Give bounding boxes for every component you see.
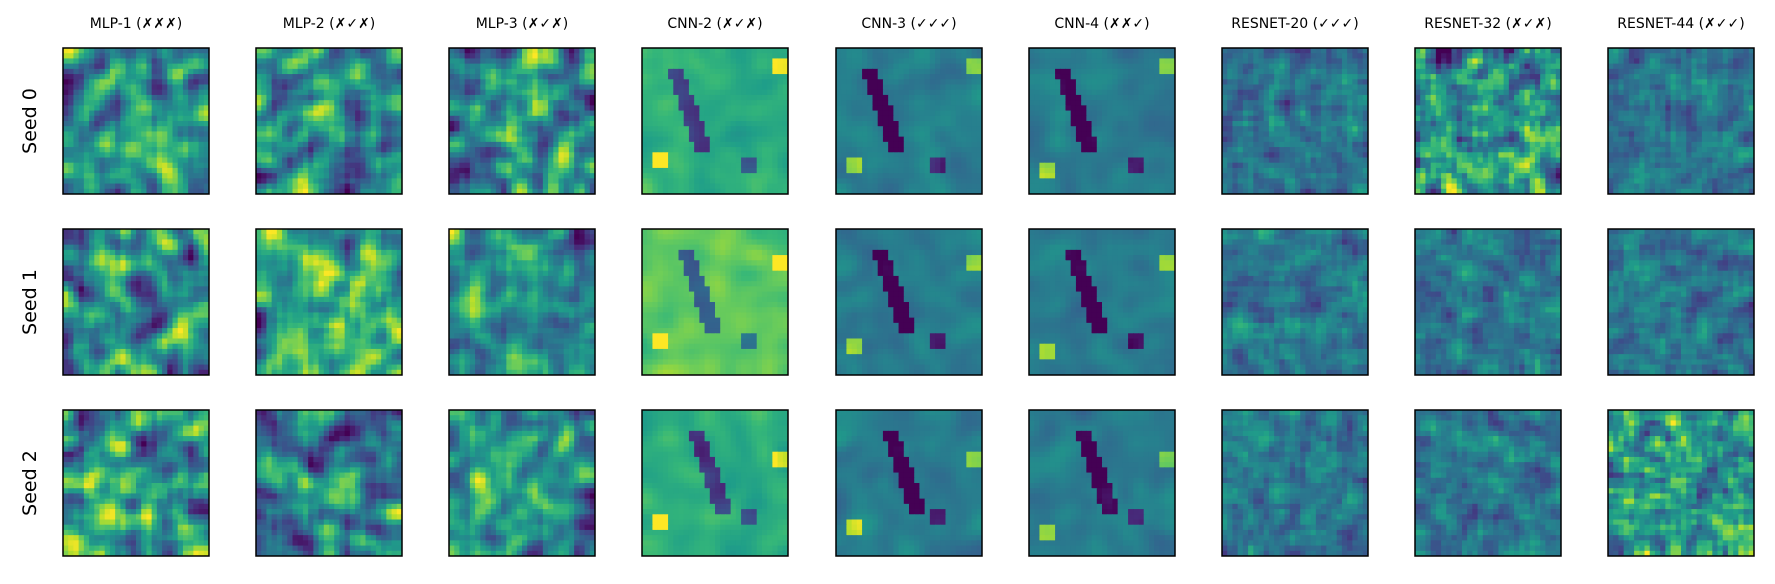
- image-panel: [642, 229, 789, 376]
- image-panel: [449, 48, 596, 195]
- row-label: Seed 1: [19, 269, 41, 335]
- image-panel: [63, 229, 210, 376]
- image-panel: [256, 410, 403, 557]
- column-title: RESNET-44 (✗✓✓): [1617, 16, 1744, 32]
- image-panels: [63, 48, 1755, 557]
- image-panel: [836, 229, 983, 376]
- image-panel: [1608, 229, 1755, 376]
- image-panel: [63, 48, 210, 195]
- column-title: MLP-2 (✗✓✗): [283, 16, 376, 32]
- image-panel: [1415, 410, 1562, 557]
- image-panel: [256, 229, 403, 376]
- image-panel: [1222, 48, 1369, 195]
- column-title: CNN-4 (✗✗✓): [1054, 16, 1149, 32]
- image-panel: [836, 410, 983, 557]
- image-panel: [1608, 48, 1755, 195]
- column-title: CNN-2 (✗✓✗): [667, 16, 762, 32]
- column-title: MLP-1 (✗✗✗): [90, 16, 183, 32]
- image-panel: [642, 410, 789, 557]
- image-panel: [1029, 410, 1176, 557]
- image-panel: [1222, 229, 1369, 376]
- row-label: Seed 2: [19, 450, 41, 516]
- row-label: Seed 0: [19, 88, 41, 154]
- image-panel: [1029, 48, 1176, 195]
- image-panel: [1415, 48, 1562, 195]
- image-panel: [449, 410, 596, 557]
- image-panel: [256, 48, 403, 195]
- image-panel: [1029, 229, 1176, 376]
- image-panel: [449, 229, 596, 376]
- column-title: RESNET-20 (✓✓✓): [1231, 16, 1358, 32]
- image-panel: [63, 410, 210, 557]
- column-title: MLP-3 (✗✓✗): [476, 16, 569, 32]
- image-panel: [836, 48, 983, 195]
- row-labels: Seed 0 Seed 1 Seed 2: [19, 88, 41, 516]
- image-panel: [1415, 229, 1562, 376]
- image-panel: [1608, 410, 1755, 557]
- column-title: CNN-3 (✓✓✓): [861, 16, 956, 32]
- column-title: RESNET-32 (✗✓✗): [1424, 16, 1551, 32]
- column-titles: MLP-1 (✗✗✗) MLP-2 (✗✓✗) MLP-3 (✗✓✗) CNN-2 (…: [90, 16, 1745, 32]
- image-panel: [642, 48, 789, 195]
- image-panel: [1222, 410, 1369, 557]
